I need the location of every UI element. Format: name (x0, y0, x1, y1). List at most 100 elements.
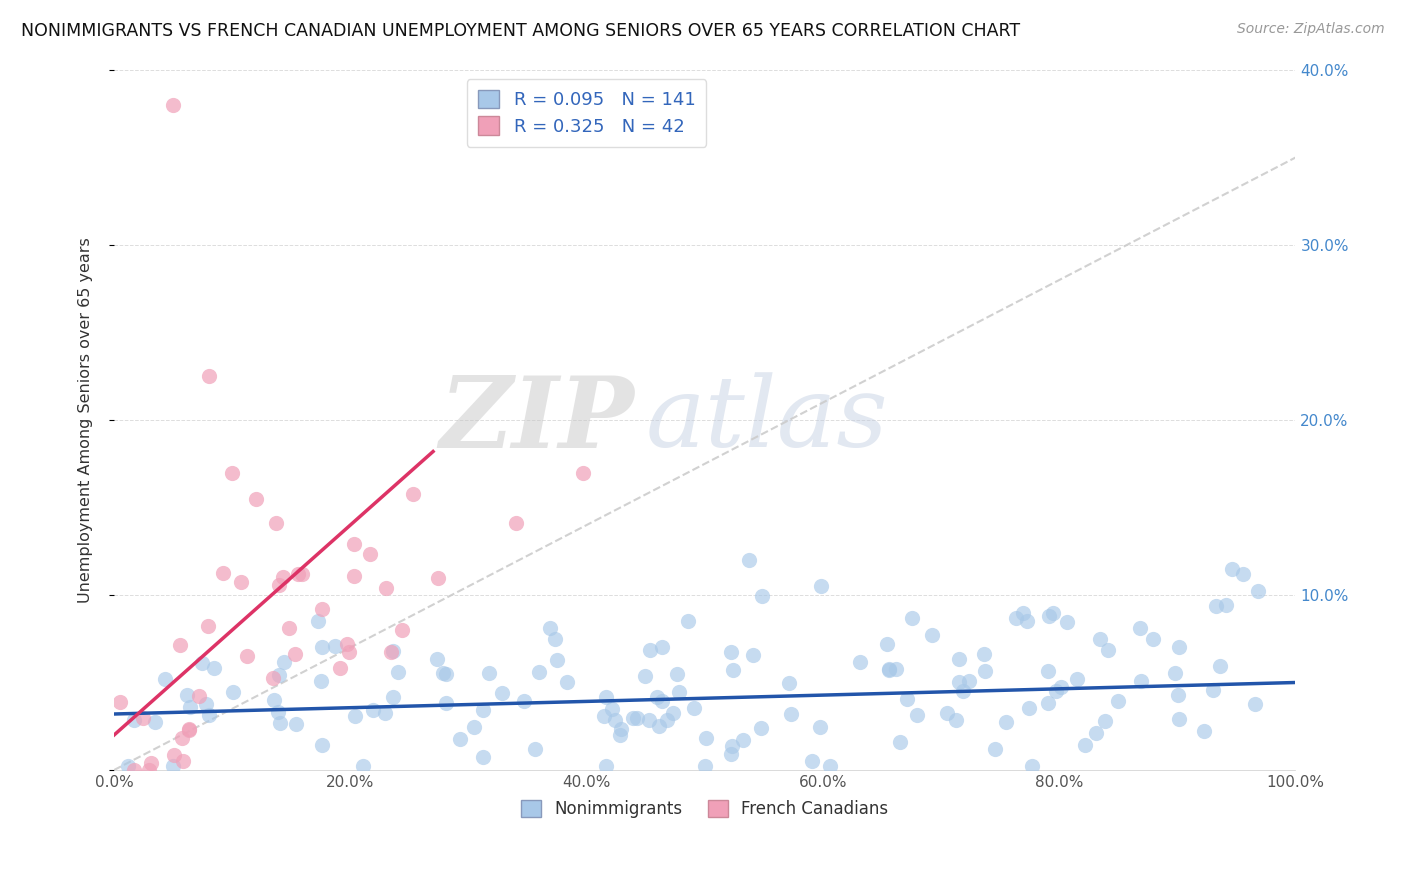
Point (780, 707, 803, 722)
Point (291, 566, 314, 581)
Point (1012, 607, 1035, 621)
Point (1209, 658, 1232, 673)
Point (264, 516, 287, 531)
Point (1232, 567, 1254, 582)
Point (778, 676, 800, 690)
Point (311, 738, 333, 752)
Point (695, 731, 717, 745)
Point (801, 754, 824, 768)
Point (472, 703, 495, 717)
Point (1056, 615, 1078, 630)
Point (905, 708, 928, 723)
Point (262, 671, 284, 685)
Point (197, 369, 219, 384)
Y-axis label: Unemployment Among Seniors over 65 years: Unemployment Among Seniors over 65 years (79, 237, 93, 603)
Text: NONIMMIGRANTS VS FRENCH CANADIAN UNEMPLOYMENT AMONG SENIORS OVER 65 YEARS CORREL: NONIMMIGRANTS VS FRENCH CANADIAN UNEMPLO… (21, 22, 1021, 40)
Point (529, 665, 551, 679)
Point (380, 645, 402, 659)
Point (651, 694, 673, 708)
Point (751, 589, 773, 603)
Point (1167, 688, 1189, 702)
Point (610, 723, 633, 737)
Point (245, 491, 267, 506)
Point (179, 700, 201, 714)
Point (638, 713, 661, 727)
Point (973, 647, 995, 661)
Point (1018, 701, 1040, 715)
Point (402, 487, 425, 501)
Point (117, 759, 139, 773)
Point (162, 759, 184, 773)
Point (1167, 640, 1189, 655)
Point (538, 621, 561, 635)
Point (1205, 599, 1227, 613)
Point (957, 674, 980, 689)
Point (285, 716, 308, 731)
Point (374, 581, 396, 595)
Point (1129, 673, 1152, 688)
Point (449, 732, 471, 747)
Point (222, 684, 245, 698)
Point (491, 686, 513, 700)
Text: Source: ZipAtlas.com: Source: ZipAtlas.com (1237, 22, 1385, 37)
Point (1164, 665, 1187, 680)
Point (1097, 643, 1119, 657)
Point (463, 720, 485, 734)
Point (311, 640, 333, 655)
Point (426, 651, 449, 665)
Point (229, 575, 252, 590)
Point (609, 728, 631, 742)
Legend: Nonimmigrants, French Canadians: Nonimmigrants, French Canadians (515, 793, 894, 825)
Point (269, 667, 291, 681)
Point (889, 735, 911, 749)
Point (665, 666, 688, 681)
Point (287, 567, 309, 582)
Point (271, 570, 294, 584)
Point (198, 708, 221, 723)
Point (602, 702, 624, 716)
Point (343, 537, 366, 551)
Point (1085, 725, 1108, 739)
Point (945, 713, 967, 727)
Point (202, 661, 225, 675)
Point (683, 701, 706, 715)
Point (595, 759, 617, 773)
Point (329, 661, 352, 675)
Point (948, 652, 970, 666)
Point (693, 759, 716, 773)
Point (267, 705, 290, 719)
Point (523, 742, 546, 756)
Point (361, 703, 384, 717)
Point (177, 723, 200, 737)
Point (269, 578, 291, 592)
Point (122, 713, 145, 727)
Point (877, 662, 900, 676)
Point (359, 547, 381, 561)
Point (1129, 621, 1152, 635)
Point (1107, 694, 1129, 708)
Point (948, 675, 970, 690)
Point (269, 716, 291, 731)
Point (284, 648, 307, 662)
Point (191, 656, 214, 670)
Point (337, 645, 360, 659)
Point (336, 637, 359, 651)
Point (512, 694, 534, 708)
Point (132, 711, 155, 725)
Point (1038, 696, 1060, 710)
Point (634, 669, 657, 683)
Point (212, 566, 235, 581)
Point (1244, 697, 1267, 711)
Point (391, 623, 413, 637)
Point (1247, 584, 1270, 599)
Point (1015, 614, 1038, 628)
Point (572, 466, 595, 480)
Point (849, 656, 872, 670)
Point (343, 708, 366, 723)
Point (720, 747, 742, 762)
Point (995, 714, 1018, 729)
Point (810, 579, 832, 593)
Point (277, 621, 299, 635)
Point (884, 662, 907, 676)
Point (263, 693, 285, 707)
